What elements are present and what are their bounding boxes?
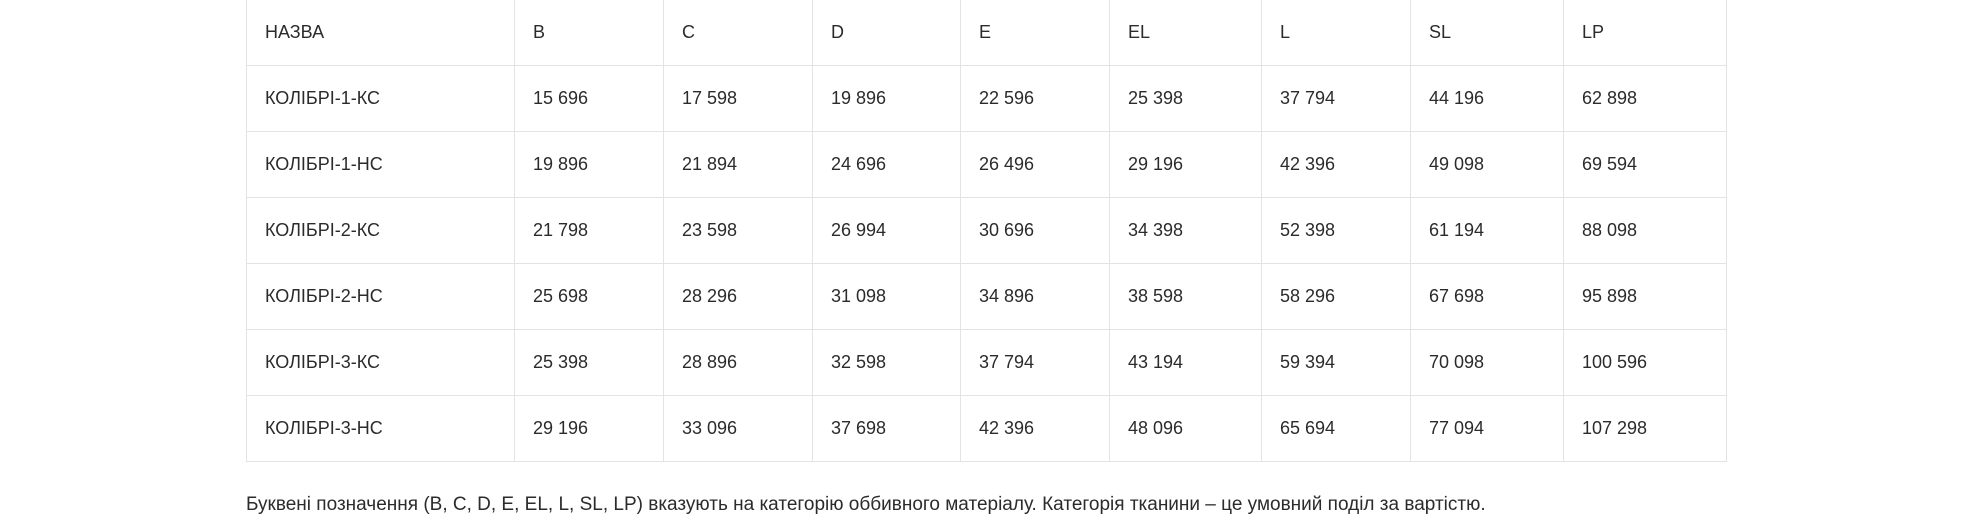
price-cell: 70 098 <box>1410 329 1564 396</box>
price-cell: 29 196 <box>514 395 664 462</box>
table-row: КОЛІБРІ-2-НС 25 698 28 296 31 098 34 896 38 5… <box>246 263 1727 330</box>
price-cell: 61 194 <box>1410 197 1564 264</box>
price-cell: 37 794 <box>1261 65 1411 132</box>
price-cell: 30 696 <box>960 197 1110 264</box>
price-cell: 38 598 <box>1109 263 1262 330</box>
price-cell: 37 698 <box>812 395 961 462</box>
table-row: КОЛІБРІ-3-НС 29 196 33 096 37 698 42 396 48 0… <box>246 395 1727 462</box>
price-cell: 25 398 <box>1109 65 1262 132</box>
price-cell: 65 694 <box>1261 395 1411 462</box>
price-cell: 49 098 <box>1410 131 1564 198</box>
price-cell: 33 096 <box>663 395 813 462</box>
table-body: КОЛІБРІ-1-КС 15 696 17 598 19 896 22 596 25 3… <box>246 65 1727 462</box>
column-header-el: EL <box>1109 0 1262 66</box>
model-name-cell: КОЛІБРІ-2-КС <box>246 197 515 264</box>
price-cell: 32 598 <box>812 329 961 396</box>
price-cell: 88 098 <box>1563 197 1727 264</box>
table-row: КОЛІБРІ-2-КС 21 798 23 598 26 994 30 696 34 3… <box>246 197 1727 264</box>
price-table: НАЗВА B C D E EL L SL LP КОЛІБРІ-1-КС 15 696 17 59… <box>246 0 1727 462</box>
price-cell: 48 096 <box>1109 395 1262 462</box>
price-cell: 44 196 <box>1410 65 1564 132</box>
price-cell: 107 298 <box>1563 395 1727 462</box>
table-row: КОЛІБРІ-3-КС 25 398 28 896 32 598 37 794 43 1… <box>246 329 1727 396</box>
price-cell: 21 798 <box>514 197 664 264</box>
price-cell: 21 894 <box>663 131 813 198</box>
column-header-sl: SL <box>1410 0 1564 66</box>
price-cell: 34 896 <box>960 263 1110 330</box>
price-cell: 34 398 <box>1109 197 1262 264</box>
price-cell: 42 396 <box>960 395 1110 462</box>
price-cell: 59 394 <box>1261 329 1411 396</box>
model-name-cell: КОЛІБРІ-1-КС <box>246 65 515 132</box>
column-header-l: L <box>1261 0 1411 66</box>
price-cell: 69 594 <box>1563 131 1727 198</box>
price-cell: 77 094 <box>1410 395 1564 462</box>
column-header-e: E <box>960 0 1110 66</box>
table-header-row: НАЗВА B C D E EL L SL LP <box>246 0 1727 66</box>
price-cell: 100 596 <box>1563 329 1727 396</box>
price-cell: 29 196 <box>1109 131 1262 198</box>
price-cell: 95 898 <box>1563 263 1727 330</box>
price-cell: 23 598 <box>663 197 813 264</box>
price-cell: 19 896 <box>812 65 961 132</box>
price-cell: 26 496 <box>960 131 1110 198</box>
price-cell: 31 098 <box>812 263 961 330</box>
price-cell: 24 696 <box>812 131 961 198</box>
price-cell: 52 398 <box>1261 197 1411 264</box>
column-header-lp: LP <box>1563 0 1727 66</box>
price-cell: 58 296 <box>1261 263 1411 330</box>
price-cell: 28 896 <box>663 329 813 396</box>
price-cell: 22 596 <box>960 65 1110 132</box>
table-row: КОЛІБРІ-1-КС 15 696 17 598 19 896 22 596 25 3… <box>246 65 1727 132</box>
price-cell: 25 698 <box>514 263 664 330</box>
price-cell: 67 698 <box>1410 263 1564 330</box>
column-header-d: D <box>812 0 961 66</box>
price-cell: 15 696 <box>514 65 664 132</box>
fabric-category-footnote: Буквені позначення (B, C, D, E, EL, L, S… <box>246 494 1486 515</box>
price-cell: 43 194 <box>1109 329 1262 396</box>
table-row: КОЛІБРІ-1-НС 19 896 21 894 24 696 26 496 29 1… <box>246 131 1727 198</box>
price-cell: 62 898 <box>1563 65 1727 132</box>
price-cell: 19 896 <box>514 131 664 198</box>
price-cell: 25 398 <box>514 329 664 396</box>
price-cell: 42 396 <box>1261 131 1411 198</box>
price-cell: 17 598 <box>663 65 813 132</box>
column-header-name: НАЗВА <box>246 0 515 66</box>
model-name-cell: КОЛІБРІ-2-НС <box>246 263 515 330</box>
column-header-b: B <box>514 0 664 66</box>
column-header-c: C <box>663 0 813 66</box>
model-name-cell: КОЛІБРІ-3-НС <box>246 395 515 462</box>
price-cell: 28 296 <box>663 263 813 330</box>
price-cell: 37 794 <box>960 329 1110 396</box>
model-name-cell: КОЛІБРІ-3-КС <box>246 329 515 396</box>
model-name-cell: КОЛІБРІ-1-НС <box>246 131 515 198</box>
price-cell: 26 994 <box>812 197 961 264</box>
